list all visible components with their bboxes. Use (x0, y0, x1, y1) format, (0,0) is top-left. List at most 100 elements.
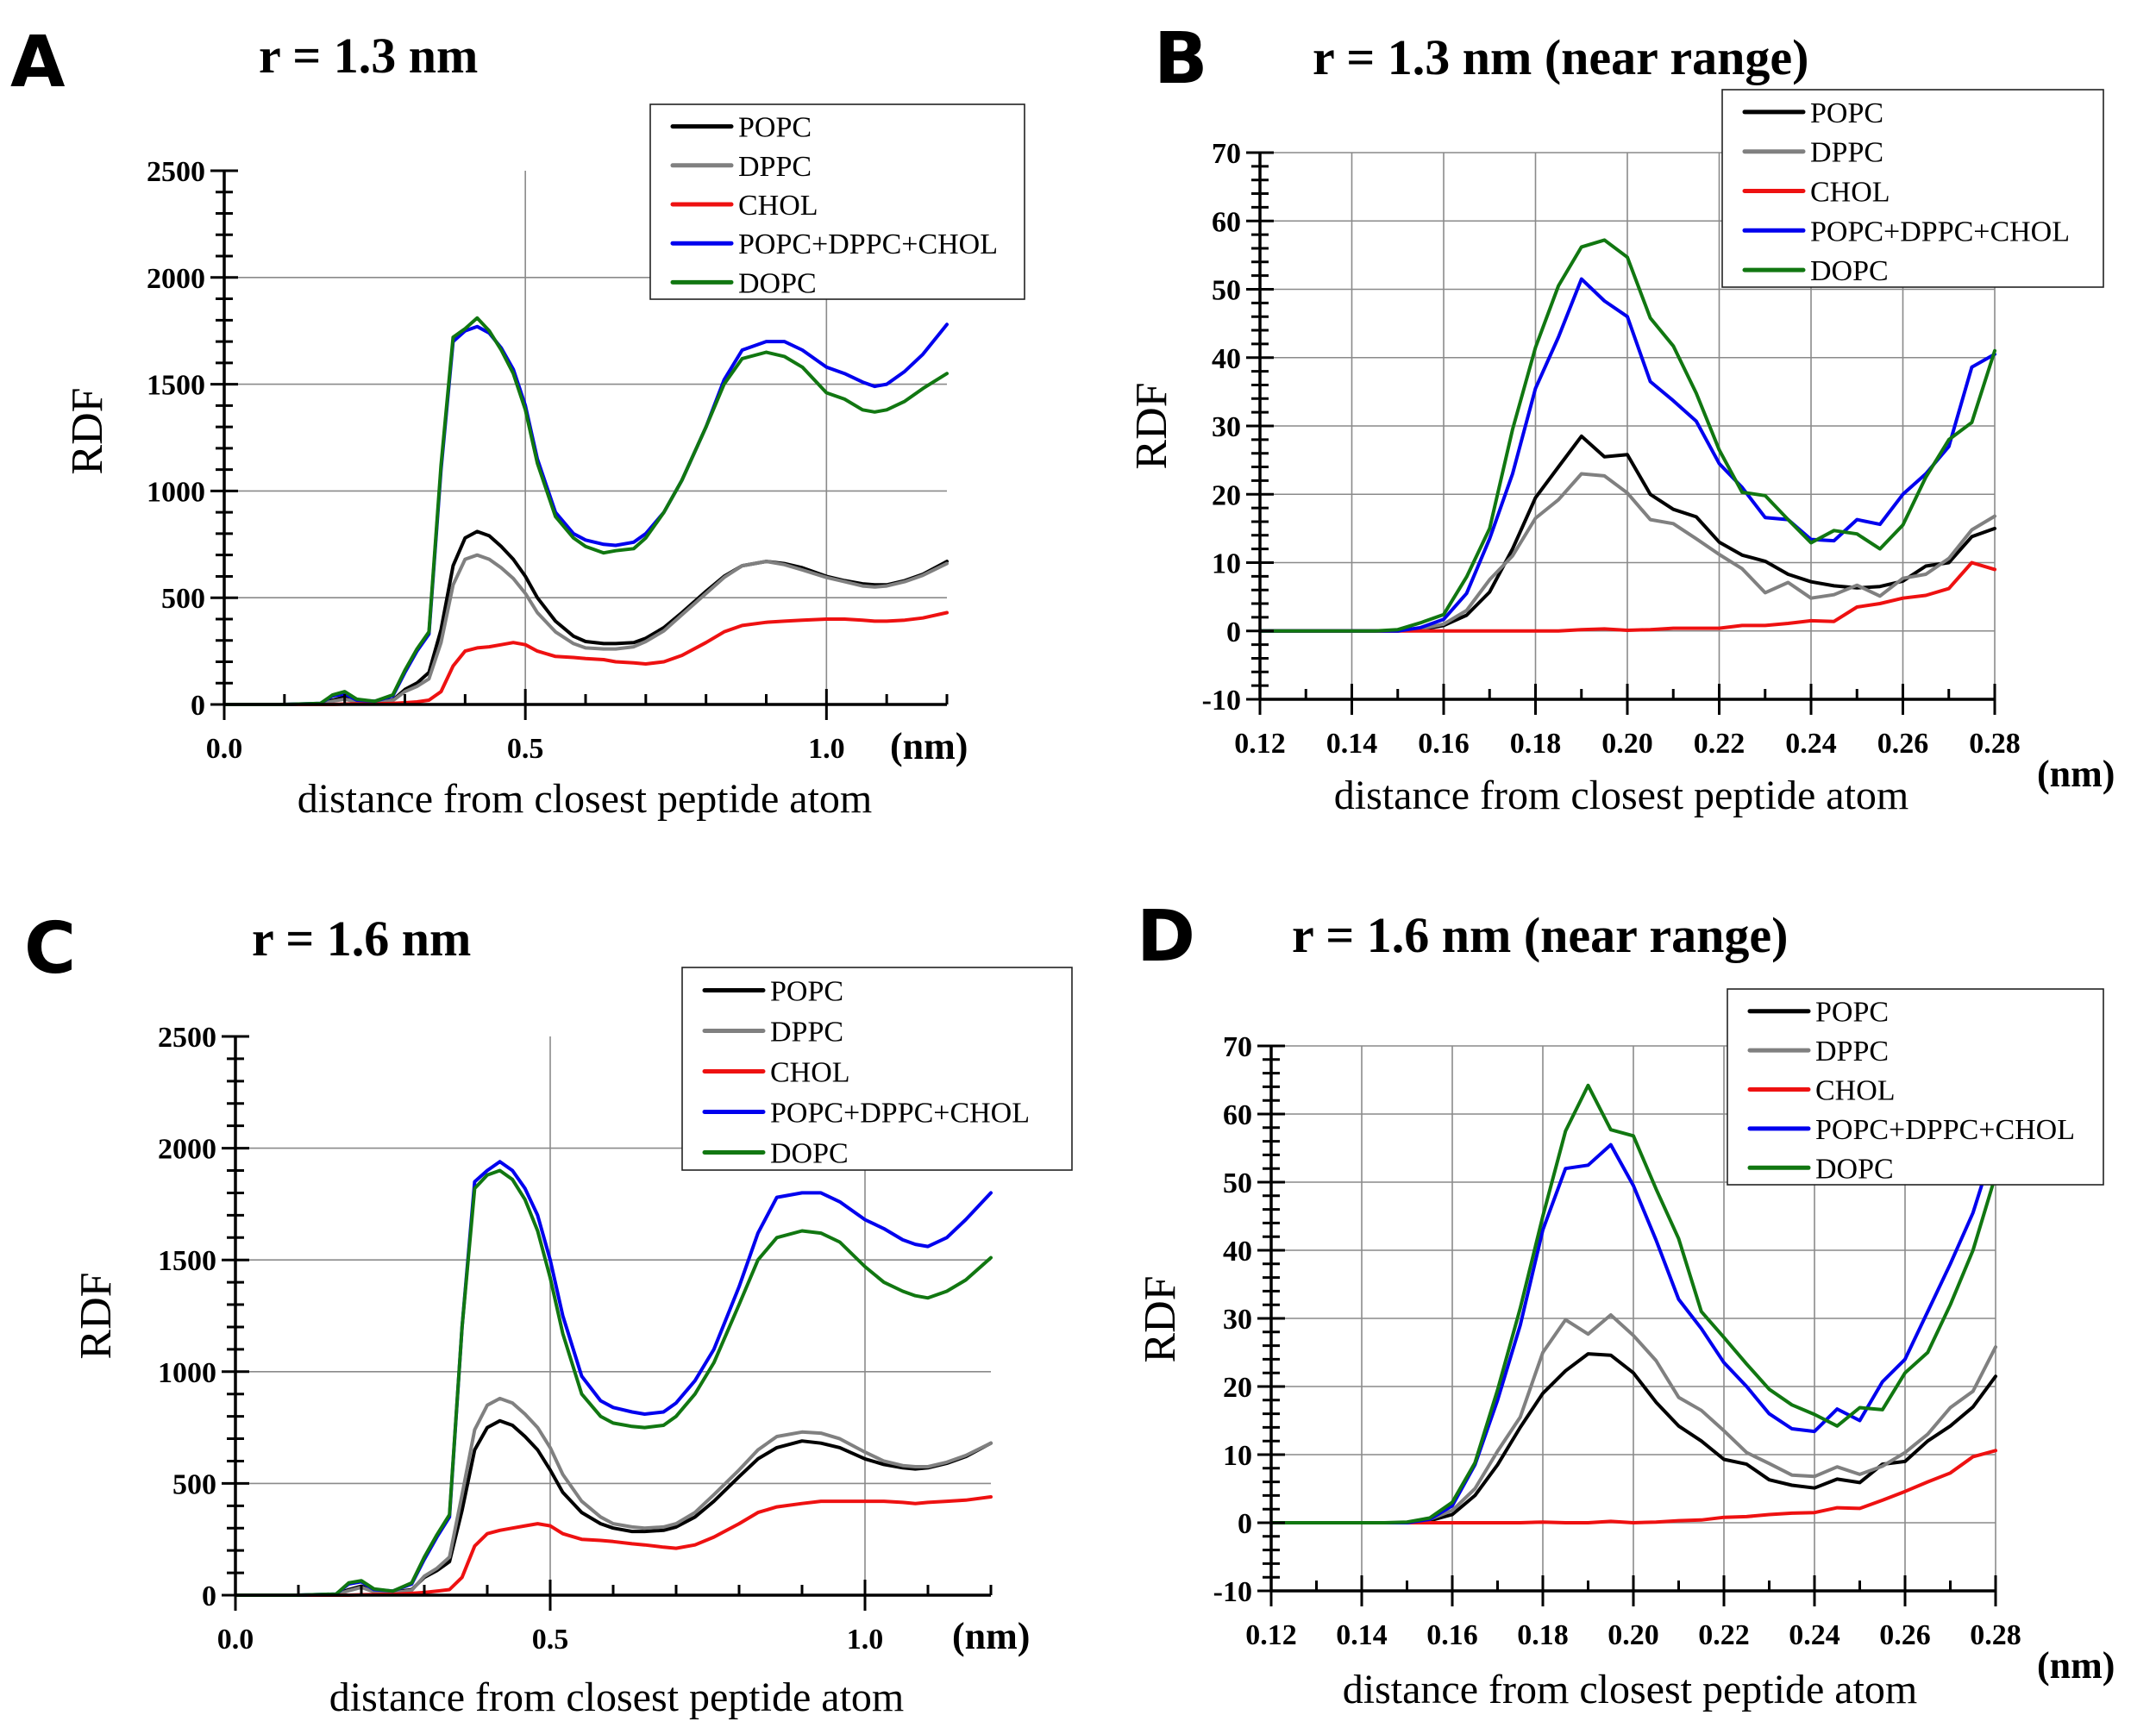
legend: POPC DPPC CHOL POPC+DPPC+CHOL DOPC (681, 967, 1073, 1171)
x-tick-label: 0.22 (1694, 728, 1745, 760)
panel-title-d: r = 1.6 nm (near range) (1292, 907, 1788, 963)
x-tick-label: 0.14 (1326, 728, 1378, 760)
series-line-chol (234, 1495, 993, 1597)
y-tick-label: 70 (1223, 1031, 1252, 1063)
y-tick-label: 2500 (158, 1022, 216, 1054)
y-tick-label: 50 (1223, 1167, 1252, 1199)
plot-area-c: 0 500 1000 1500 2000 2500 0.0 0.5 1.0 (nm) distanc… (72, 967, 1073, 1720)
y-tick-label: 500 (161, 583, 205, 615)
legend-label: POPC (738, 112, 812, 144)
legend-label: DOPC (1810, 255, 1889, 287)
panel-letter-b: B (1154, 18, 1208, 100)
x-tick-label: 0.18 (1517, 1619, 1569, 1651)
y-tick-label: 0 (191, 690, 205, 722)
y-tick-label: 40 (1223, 1236, 1252, 1268)
legend-label: CHOL (1810, 177, 1890, 209)
panel-c: C r = 1.6 nm 0 500 1000 1500 2000 2500 0.0 0.5 1… (24, 908, 1073, 1720)
x-tick-label: 0.12 (1234, 728, 1286, 760)
legend-box (681, 967, 1073, 1171)
y-axis-title: RDF (1136, 1275, 1185, 1362)
y-tick-label: 20 (1212, 479, 1241, 511)
y-tick-label: 0 (1226, 617, 1241, 648)
panel-b: B r = 1.3 nm (near range) -10 0 10 20 30 40 50… (1127, 18, 2115, 818)
x-tick-label: 0.16 (1426, 1619, 1478, 1651)
panel-d: D r = 1.6 nm (near range) -10 0 10 20 30 40 50… (1136, 896, 2115, 1712)
x-tick-label: 0.20 (1608, 1619, 1659, 1651)
x-tick-label: 0.0 (206, 733, 243, 765)
legend: POPC DPPC CHOL POPC+DPPC+CHOL DOPC (649, 103, 1025, 300)
y-tick-label: 1500 (158, 1245, 216, 1277)
x-axis-unit: (nm) (2037, 753, 2115, 795)
y-tick-label: 1000 (158, 1357, 216, 1389)
x-tick-label: 0.20 (1601, 728, 1653, 760)
y-tick-label: 500 (172, 1468, 216, 1500)
x-tick-label: 0.18 (1510, 728, 1562, 760)
y-axis-title: RDF (1127, 382, 1176, 469)
y-tick-label: 2000 (147, 263, 205, 295)
panel-title-a: r = 1.3 nm (259, 28, 478, 84)
y-tick-label: 0 (202, 1581, 216, 1612)
series-line-dppc (234, 1396, 993, 1597)
legend-label: CHOL (738, 190, 818, 222)
panel-title-c: r = 1.6 nm (252, 911, 471, 967)
series-line-dopc (1269, 1083, 1997, 1524)
y-tick-label: 2000 (158, 1134, 216, 1166)
legend-label: POPC (1815, 997, 1889, 1029)
x-tick-label: 1.0 (847, 1624, 884, 1656)
series-line-dopc (222, 316, 949, 706)
panel-letter-d: D (1137, 896, 1195, 978)
panel-letter-c: C (24, 908, 76, 990)
x-tick-label: 0.5 (507, 733, 544, 765)
y-axis-title: RDF (72, 1272, 121, 1359)
plot-area-b: -10 0 10 20 30 40 50 60 70 0.12 0.14 0.16 0.18 0.20 0.… (1127, 89, 2115, 818)
y-tick-label: 10 (1223, 1440, 1252, 1472)
x-tick-label: 0.14 (1336, 1619, 1388, 1651)
plot-area-d: -10 0 10 20 30 40 50 60 70 0.12 0.14 0.16 0.18 0.20 0.… (1136, 988, 2115, 1712)
legend-label: DPPC (738, 151, 812, 183)
x-tick-label: 0.28 (1970, 1619, 2021, 1651)
legend-label: CHOL (1815, 1075, 1896, 1107)
series-line-popc (234, 1418, 993, 1597)
x-tick-label: 0.16 (1418, 728, 1470, 760)
x-axis-unit: (nm) (2037, 1644, 2115, 1687)
legend-label: POPC+DPPC+CHOL (1810, 216, 2070, 247)
y-tick-label: 1000 (147, 476, 205, 508)
y-tick-label: 40 (1212, 343, 1241, 375)
series-line-chol (222, 610, 949, 706)
x-tick-label: 0.12 (1245, 1619, 1297, 1651)
y-tick-label: 2500 (147, 156, 205, 188)
x-tick-label: 0.26 (1877, 728, 1929, 760)
panel-letter-a: A (10, 22, 66, 103)
legend-label: POPC (1810, 97, 1883, 129)
x-axis-unit: (nm) (952, 1615, 1030, 1657)
legend-label: DOPC (770, 1138, 849, 1170)
y-tick-label: 60 (1212, 206, 1241, 238)
y-tick-label: 1500 (147, 370, 205, 402)
x-tick-label: 1.0 (808, 733, 845, 765)
y-tick-label: 30 (1223, 1304, 1252, 1336)
series-group (1269, 1083, 1997, 1524)
y-tick-label: 30 (1212, 411, 1241, 443)
y-tick-label: -10 (1213, 1576, 1252, 1608)
legend-label: DOPC (738, 267, 817, 299)
y-tick-label: -10 (1202, 685, 1241, 717)
series-line-dopc (1258, 238, 1996, 633)
y-tick-label: 0 (1238, 1508, 1252, 1540)
legend-box (649, 103, 1025, 300)
legend-label: DPPC (770, 1017, 843, 1049)
series-line-dopc (234, 1168, 993, 1597)
x-axis-title: distance from closest peptide atom (298, 776, 872, 822)
series-line-popc-dppc-chol (234, 1160, 993, 1597)
legend-label: POPC+DPPC+CHOL (1815, 1114, 2075, 1146)
legend-label: DOPC (1815, 1153, 1894, 1185)
legend-label: CHOL (770, 1057, 850, 1089)
y-tick-label: 10 (1212, 548, 1241, 580)
panel-a: A r = 1.3 nm 0 500 1000 1500 2000 2500 0.0 0.5 1… (10, 22, 1025, 822)
y-tick-label: 20 (1223, 1372, 1252, 1404)
legend-label: DPPC (1810, 137, 1883, 169)
series-group (1258, 238, 1996, 633)
x-axis-unit: (nm) (890, 725, 968, 767)
x-axis-title: distance from closest peptide atom (1343, 1667, 1917, 1712)
y-tick-label: 70 (1212, 138, 1241, 170)
